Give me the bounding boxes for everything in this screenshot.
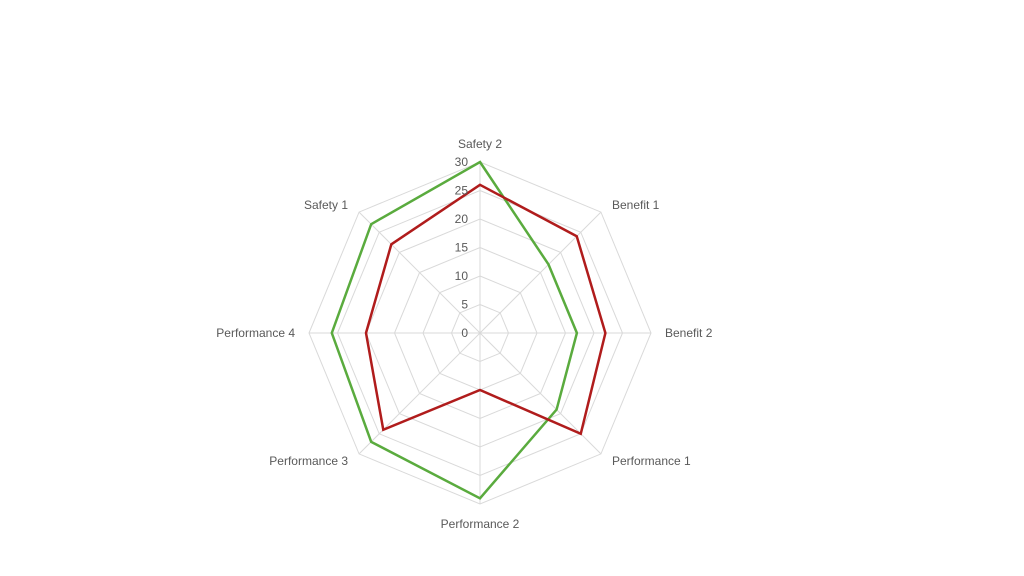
radar-series bbox=[330, 160, 607, 500]
tick-label: 0 bbox=[461, 326, 468, 340]
axis-label: Performance 3 bbox=[269, 454, 348, 468]
radar-axis-labels: Safety 2 Benefit 1 Benefit 2 Performance 1 P… bbox=[216, 137, 712, 531]
tick-label: 30 bbox=[455, 155, 469, 169]
grid-spoke bbox=[479, 332, 602, 455]
tick-label: 20 bbox=[455, 212, 469, 226]
axis-label: Benefit 1 bbox=[612, 198, 660, 212]
radar-tick-labels: 0 5 10 15 20 25 30 bbox=[455, 155, 469, 340]
axis-label: Benefit 2 bbox=[665, 326, 713, 340]
radar-grid bbox=[308, 161, 652, 505]
tick-label: 10 bbox=[455, 269, 469, 283]
grid-spoke bbox=[358, 211, 481, 334]
axis-label: Performance 1 bbox=[612, 454, 691, 468]
axis-label: Performance 4 bbox=[216, 326, 295, 340]
series-line-2 bbox=[364, 183, 607, 436]
series-line-1 bbox=[330, 160, 579, 500]
tick-label: 5 bbox=[461, 298, 468, 312]
axis-label: Safety 1 bbox=[304, 198, 348, 212]
axis-label: Safety 2 bbox=[458, 137, 502, 151]
tick-label: 15 bbox=[455, 241, 469, 255]
tick-label: 25 bbox=[455, 184, 469, 198]
grid-spoke bbox=[358, 332, 481, 455]
grid-spoke bbox=[479, 211, 602, 334]
axis-label: Performance 2 bbox=[441, 517, 520, 531]
